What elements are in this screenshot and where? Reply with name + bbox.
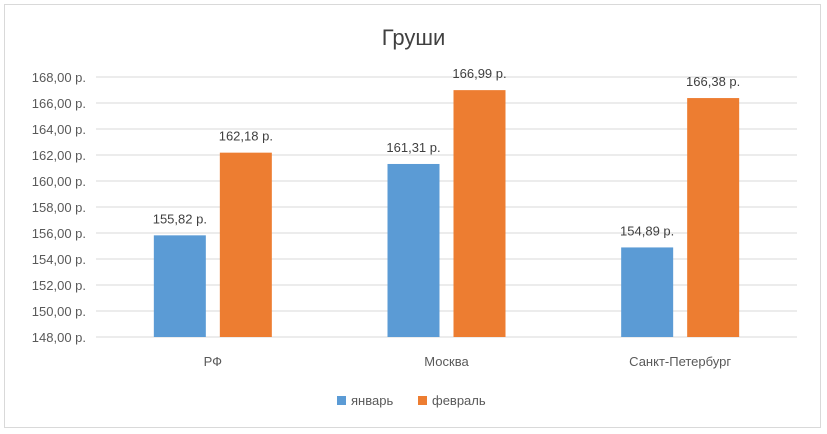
- bar-январь-1: [387, 163, 440, 337]
- data-label: 154,89 р.: [620, 223, 674, 238]
- data-label: 162,18 р.: [219, 129, 273, 144]
- category-labels: РФ Москва Санкт-Петербург: [204, 354, 732, 369]
- category-label: Санкт-Петербург: [629, 354, 731, 369]
- data-label: 166,99 р.: [452, 66, 506, 81]
- legend-swatch: [418, 396, 427, 405]
- y-tick-label: 168,00 р.: [32, 70, 86, 85]
- bar-февраль-1: [453, 90, 506, 337]
- y-tick-label: 162,00 р.: [32, 148, 86, 163]
- data-label: 166,38 р.: [686, 74, 740, 89]
- category-label: Москва: [424, 354, 469, 369]
- legend-swatch: [337, 396, 346, 405]
- y-tick-label: 166,00 р.: [32, 96, 86, 111]
- y-tick-label: 160,00 р.: [32, 174, 86, 189]
- bar-февраль-0: [219, 152, 272, 337]
- legend-label: февраль: [432, 393, 486, 408]
- legend: январь февраль: [337, 393, 486, 408]
- bars: [153, 90, 740, 337]
- y-tick-label: 154,00 р.: [32, 252, 86, 267]
- y-axis-tick-labels: 148,00 р. 150,00 р. 152,00 р. 154,00 р. 156,…: [32, 70, 86, 345]
- y-tick-label: 164,00 р.: [32, 122, 86, 137]
- y-tick-label: 158,00 р.: [32, 200, 86, 215]
- chart-title: Груши: [382, 25, 446, 50]
- category-label: РФ: [204, 354, 223, 369]
- gridlines: [96, 76, 797, 338]
- y-tick-label: 150,00 р.: [32, 304, 86, 319]
- bar-февраль-2: [687, 98, 740, 337]
- y-tick-label: 152,00 р.: [32, 278, 86, 293]
- data-label: 155,82 р.: [153, 211, 207, 226]
- bar-январь-2: [621, 247, 674, 337]
- data-labels: 155,82 р. 162,18 р. 161,31 р. 166,99 р. 154,…: [153, 66, 741, 238]
- legend-label: январь: [351, 393, 393, 408]
- data-label: 161,31 р.: [386, 140, 440, 155]
- y-tick-label: 148,00 р.: [32, 330, 86, 345]
- bar-январь-0: [153, 235, 206, 337]
- y-tick-label: 156,00 р.: [32, 226, 86, 241]
